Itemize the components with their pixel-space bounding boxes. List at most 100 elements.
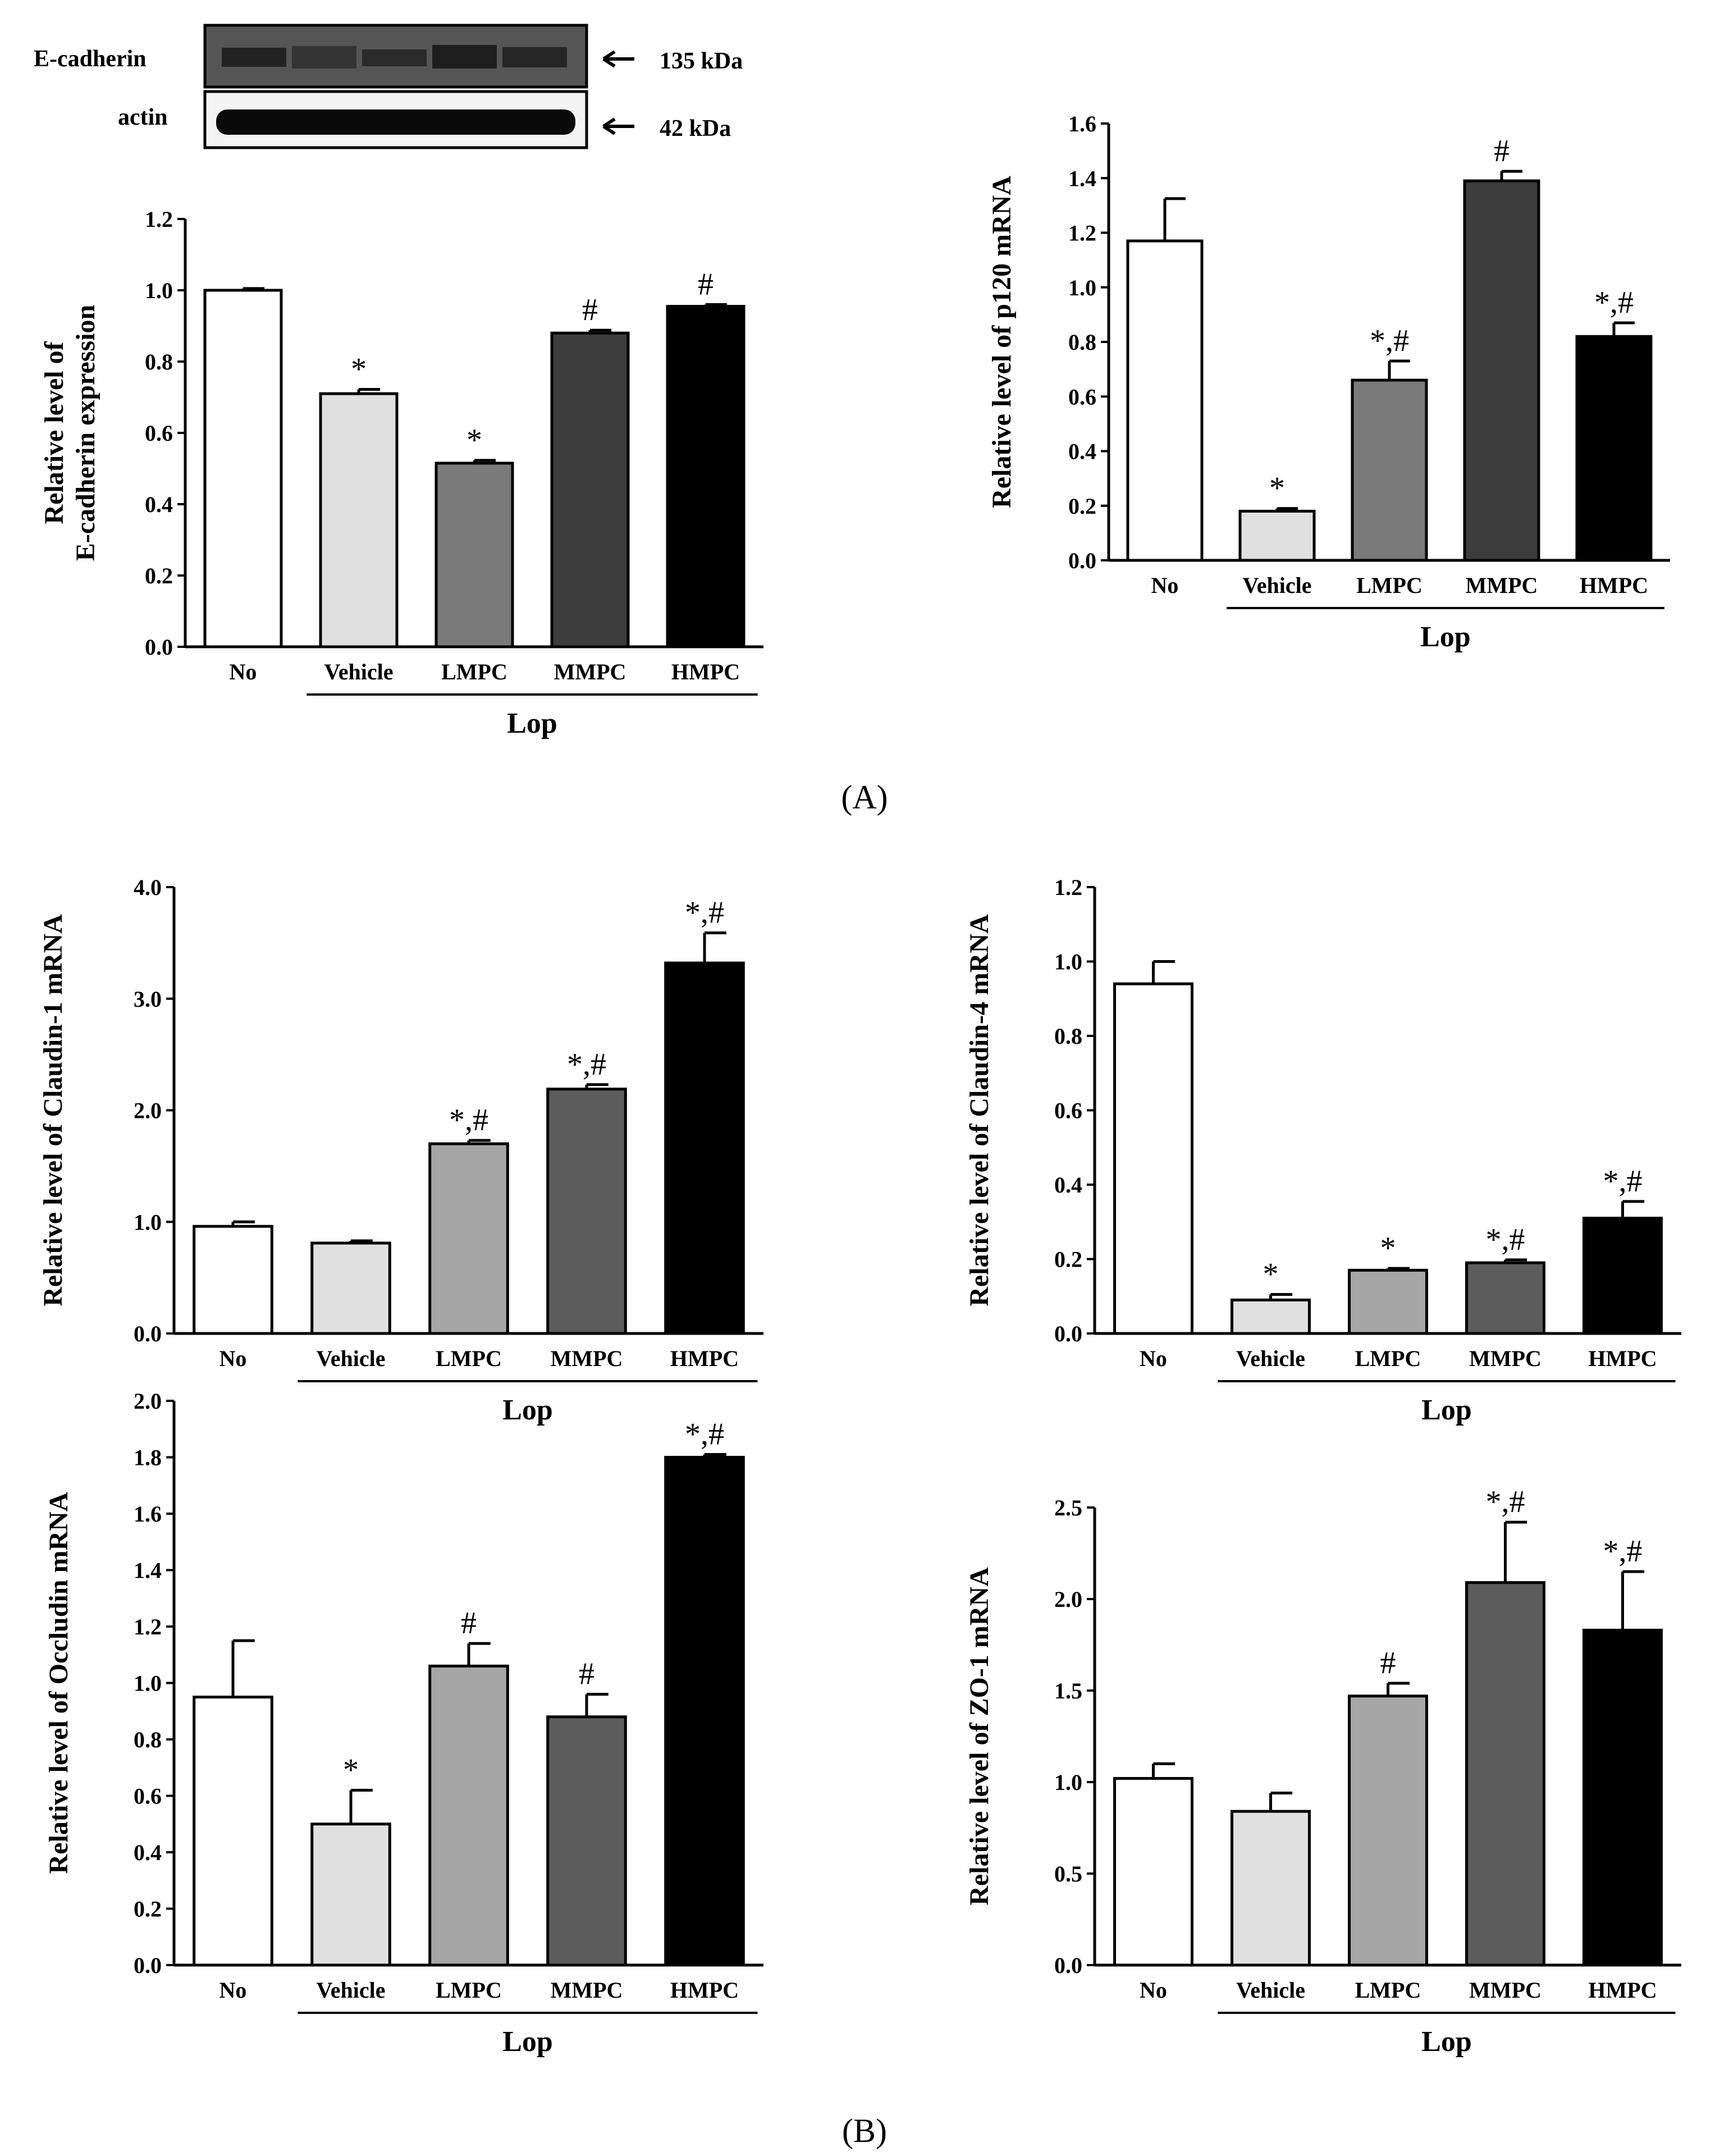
y-axis-label: Relative level of p120 mRNA	[987, 176, 1017, 508]
y-tick-label: 1.4	[134, 1558, 162, 1583]
category-label: Vehicle	[1236, 1977, 1305, 2003]
significance-marker: #	[1380, 1646, 1396, 1680]
y-tick-label: 1.5	[1054, 1678, 1082, 1703]
y-tick-label: 0.2	[1054, 1247, 1082, 1272]
blot-arrow-icon-0	[602, 50, 634, 68]
bar	[550, 331, 630, 648]
category-label: LMPC	[436, 1346, 502, 1371]
significance-marker: #	[698, 267, 713, 302]
y-tick-label: 0.5	[1054, 1861, 1082, 1886]
y-tick-label: 1.4	[1068, 166, 1096, 191]
significance-marker: *,#	[1486, 1484, 1525, 1519]
significance-marker: *,#	[449, 1103, 488, 1138]
significance-marker: *,#	[1594, 285, 1634, 320]
bar	[666, 305, 745, 648]
group-label: Lop	[507, 707, 557, 739]
y-tick-label: 0.6	[134, 1784, 162, 1809]
bar	[1113, 982, 1193, 1335]
y-tick-label: 0.8	[1068, 330, 1096, 355]
bar	[434, 462, 514, 648]
blot-protein-label-0: E-cadherin	[34, 46, 147, 72]
significance-marker: *	[1269, 471, 1285, 506]
western-blot: E-cadherin actin 135 kDa 42 kDa	[34, 24, 743, 149]
blot-band-ecadherin-4	[432, 45, 497, 68]
bar	[1231, 1298, 1311, 1335]
category-label: HMPC	[671, 659, 740, 684]
y-tick-label: 2.0	[1054, 1587, 1082, 1612]
category-label: MMPC	[554, 659, 626, 684]
significance-marker: #	[579, 1657, 594, 1692]
category-label: Vehicle	[1236, 1346, 1305, 1371]
bar	[193, 1696, 273, 1967]
significance-marker: *	[343, 1752, 359, 1787]
bar	[546, 1088, 627, 1335]
y-axis-label: E-cadherin expression	[71, 305, 100, 561]
y-tick-label: 1.2	[134, 1614, 162, 1639]
category-label: No	[1140, 1346, 1167, 1371]
category-label: No	[219, 1977, 247, 2003]
bar	[1113, 1776, 1193, 1967]
category-label: Vehicle	[1243, 573, 1312, 598]
bar	[1465, 1261, 1545, 1335]
y-tick-label: 0.6	[1054, 1098, 1082, 1123]
y-tick-label: 0.8	[145, 349, 173, 374]
y-tick-label: 4.0	[134, 875, 162, 900]
y-tick-label: 0.4	[145, 492, 173, 517]
bar	[1463, 179, 1540, 562]
blot-band-actin	[216, 109, 575, 135]
chart-claudin1: 0.0 1.0 2.0 3.0 4.0 Relative level of Claudin…	[38, 875, 763, 1426]
y-tick-label: 1.2	[1068, 221, 1096, 246]
y-tick-label: 1.6	[1068, 111, 1096, 136]
group-label: Lop	[1420, 621, 1471, 653]
group-label: Lop	[1421, 2026, 1472, 2058]
category-label: HMPC	[670, 1346, 739, 1371]
y-tick-label: 1.6	[134, 1501, 162, 1527]
category-label: Vehicle	[317, 1346, 386, 1371]
y-axis-label: Relative level of Claudin-4 mRNA	[964, 914, 994, 1307]
blot-size-label-1: 42 kDa	[660, 116, 731, 141]
significance-marker: *,#	[1486, 1222, 1525, 1257]
chart-claudin4: 0.0 0.2 0.4 0.6 0.8 1.0 1.2 Relative level of C…	[964, 875, 1681, 1426]
y-tick-label: 0.0	[1068, 548, 1096, 573]
bar	[203, 289, 283, 648]
y-tick-label: 1.2	[145, 207, 173, 232]
bar	[1238, 509, 1316, 562]
bar	[193, 1225, 273, 1335]
y-axis-label: Relative level of Claudin-1 mRNA	[38, 914, 68, 1307]
category-label: LMPC	[1356, 573, 1422, 598]
y-tick-label: 1.0	[1054, 949, 1082, 975]
y-tick-label: 1.0	[1054, 1770, 1082, 1795]
y-tick-label: 0.0	[145, 634, 173, 660]
y-tick-label: 0.2	[134, 1897, 162, 1922]
significance-marker: *,#	[1370, 323, 1409, 358]
bar	[1348, 1694, 1428, 1967]
group-label: Lop	[502, 2026, 553, 2058]
bar	[1348, 1268, 1428, 1335]
y-axis-label: Relative level of Occludin mRNA	[44, 1492, 74, 1874]
bar	[428, 1142, 509, 1335]
bar	[310, 1822, 391, 1967]
chart-p120: 0.0 0.2 0.4 0.6 0.8 1.0 1.2 1.4 1.6 Relative leve…	[987, 111, 1670, 653]
y-tick-label: 2.0	[134, 1388, 162, 1414]
y-tick-label: 0.8	[1054, 1024, 1082, 1049]
y-tick-label: 0.0	[1054, 1321, 1082, 1346]
category-label: LMPC	[436, 1977, 502, 2003]
y-tick-label: 0.6	[145, 421, 173, 446]
significance-marker: #	[1494, 134, 1510, 168]
category-label: HMPC	[1588, 1977, 1657, 2003]
y-tick-label: 0.8	[134, 1727, 162, 1752]
bar	[1582, 1628, 1663, 1967]
category-label: No	[1151, 573, 1179, 598]
category-label: Vehicle	[317, 1977, 386, 2003]
blot-band-ecadherin-5	[502, 47, 567, 67]
y-axis-label: Relative level of ZO-1 mRNA	[964, 1567, 994, 1906]
y-tick-label: 2.0	[134, 1098, 162, 1123]
category-label: HMPC	[1588, 1346, 1657, 1371]
significance-marker: *	[466, 423, 482, 458]
significance-marker: *	[1380, 1231, 1396, 1266]
y-tick-label: 0.0	[1054, 1953, 1082, 1978]
chart-zo1: 0.0 0.5 1.0 1.5 2.0 2.5 Relative level of ZO-1…	[964, 1484, 1681, 2058]
category-label: No	[230, 659, 257, 684]
y-tick-label: 1.2	[1054, 875, 1082, 900]
chart-occludin: 0.0 0.2 0.4 0.6 0.8 1.0 1.2 1.4 1.6 1.8 2.0 Relativ…	[44, 1388, 763, 2058]
